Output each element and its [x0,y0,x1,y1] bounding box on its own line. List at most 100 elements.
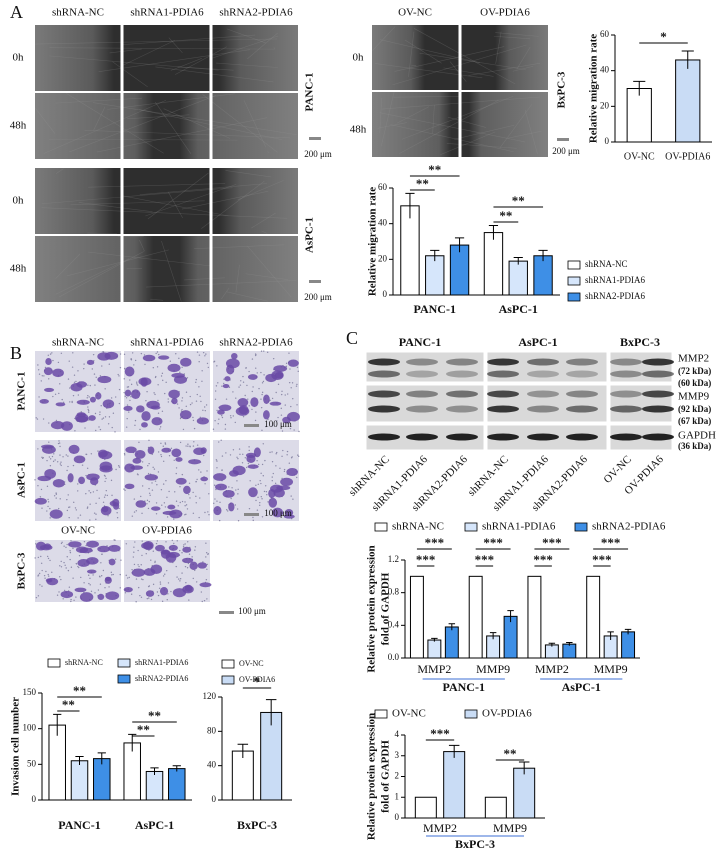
pore [141,461,144,463]
pore [89,503,91,505]
cell [168,544,178,551]
pore [49,507,51,510]
pore [78,566,80,569]
pore [231,487,233,489]
pore [45,570,47,573]
band [642,358,674,366]
pore [179,486,181,488]
column-header: shRNA-NC [52,337,104,349]
pore [147,472,150,475]
pore [65,567,67,569]
pore [118,388,121,391]
band-label: (67 kDa) [678,416,711,426]
pore [217,422,219,425]
pore [198,354,201,356]
cell-texture [390,124,514,153]
pore [89,584,91,586]
cell-texture [202,94,278,153]
error-bar [489,632,497,640]
pore [111,494,113,497]
pore [234,421,236,424]
pore [75,509,78,511]
band [566,390,598,398]
band [566,433,598,441]
pore [181,408,183,411]
pore [216,365,218,367]
pore [175,472,177,475]
cell [162,510,177,516]
pore [37,448,39,450]
error-bar [548,642,556,647]
pore [123,391,125,394]
column-header: OV-PDIA6 [480,7,530,19]
bar [484,796,507,819]
pore [286,454,288,456]
pore [179,371,181,374]
cell-texture [88,251,213,267]
x-tick-label: PANC-1 [58,818,100,832]
significance-label: ** [512,193,525,208]
cell-texture [209,35,279,60]
pore [77,565,79,568]
pore [68,586,71,588]
cell [247,464,259,469]
cell [235,406,250,416]
y-axis-label: fold of GAPDH [380,740,392,813]
pore [107,515,109,517]
pore [254,419,257,422]
pore [156,591,159,593]
pore [146,391,148,393]
pore [252,519,254,522]
y-tick-label: 0.0 [388,652,400,662]
significance-label: ** [428,162,441,177]
cell [246,454,256,463]
pore [105,477,107,480]
pore [148,487,150,490]
pore [283,468,286,471]
pore [81,464,84,466]
pore [49,458,52,460]
pore [66,556,68,558]
cell-texture [454,124,515,140]
cell-line-label: BxPC-3 [16,552,28,589]
pore [141,540,143,542]
cell-texture [495,31,502,64]
pore [261,391,264,394]
significance-label: *** [533,552,553,567]
cell-texture [55,97,143,104]
cell [160,549,171,559]
cell [189,561,198,571]
pore [125,574,127,577]
pore [60,461,62,463]
pore [135,578,138,580]
error-bar [513,257,523,265]
time-label: 0h [13,52,25,64]
pore [87,384,89,386]
pore [175,467,178,469]
pore [57,507,60,510]
pore [49,559,51,562]
pore [73,381,76,383]
band [406,433,438,441]
scale-label: 100 μm [264,419,292,429]
pore [192,512,195,515]
pore [149,494,151,496]
pore [259,479,261,482]
legend-label: shRNA1-PDIA6 [482,521,556,533]
cell [196,417,209,425]
cell-texture [65,92,164,154]
cell-texture [145,184,237,217]
significance-label: ** [416,176,429,191]
pore [285,365,288,368]
pore [264,485,267,487]
pore [296,404,298,406]
pore [141,554,143,557]
pore [101,365,103,367]
pore [68,360,70,362]
pore [206,598,208,600]
pore [40,562,43,564]
pore [185,504,188,506]
pore [57,361,60,364]
pore [66,543,68,546]
x-tick-label: MMP9 [476,662,510,676]
